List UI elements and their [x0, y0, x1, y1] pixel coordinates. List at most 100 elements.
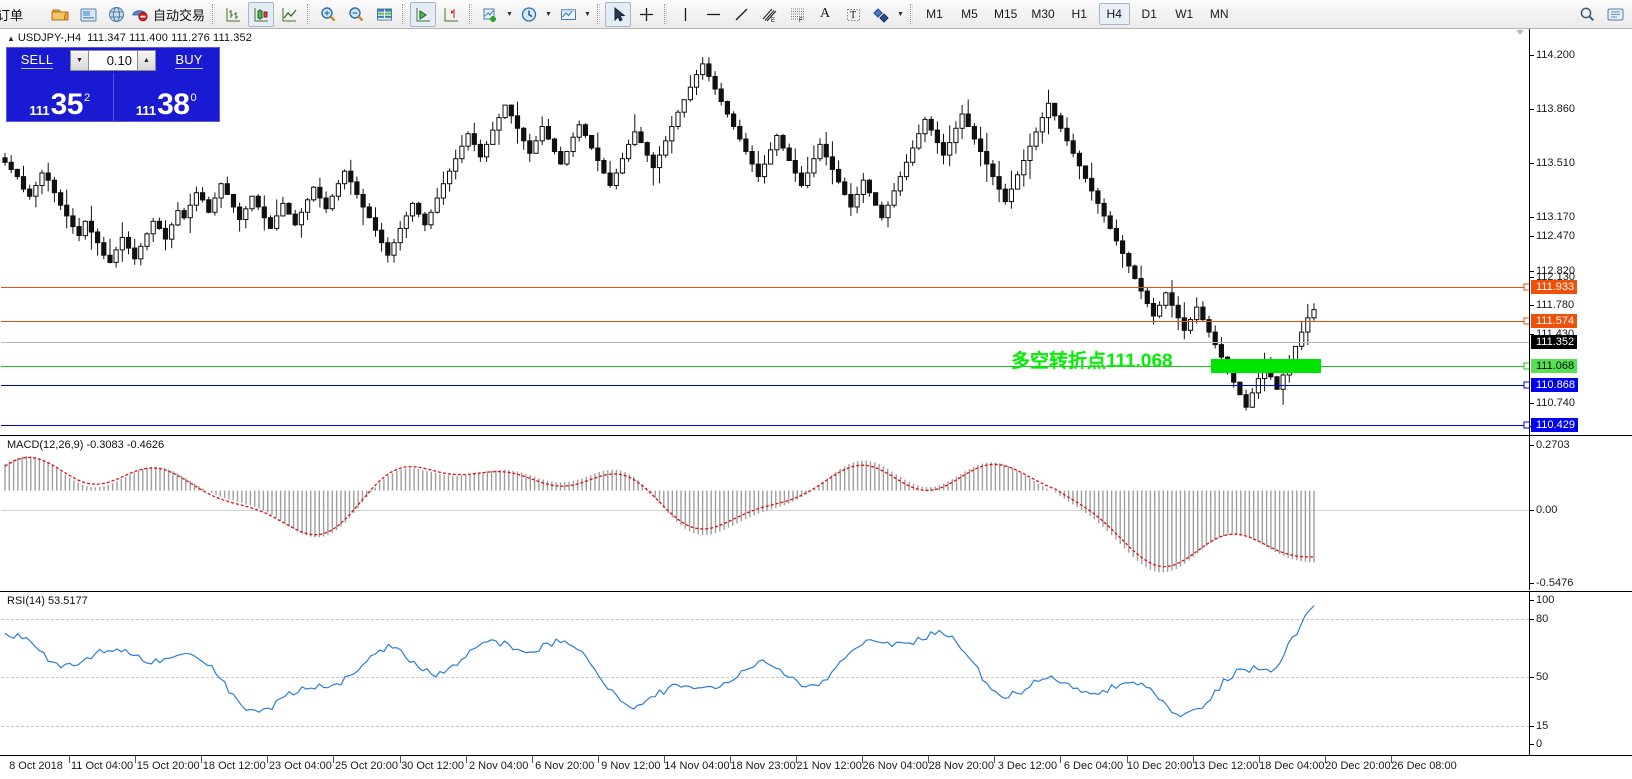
sell-price[interactable]: 111 35 2	[7, 73, 113, 121]
y-tick: 112.820	[1530, 265, 1575, 277]
pivot-line[interactable]	[1, 366, 1529, 367]
support-line-2[interactable]	[1, 425, 1529, 426]
chevron-down-icon[interactable]: ▼	[584, 10, 591, 18]
text-label-icon[interactable]: T	[840, 2, 866, 27]
bar-chart-icon[interactable]	[220, 2, 246, 27]
globe-icon[interactable]	[103, 2, 129, 27]
timeframe-mn[interactable]: MN	[1209, 7, 1229, 21]
x-tick-label: 21 Nov 12:00	[796, 760, 862, 772]
scroll-indicator-icon[interactable]	[1516, 30, 1525, 35]
timeframe-d1[interactable]: D1	[1141, 7, 1157, 21]
support-line-1[interactable]	[1, 385, 1529, 386]
chevron-down-icon[interactable]: ▼	[897, 10, 904, 18]
x-tick-label: 2 Nov 04:00	[468, 760, 529, 772]
chart-shift-icon[interactable]	[438, 2, 464, 27]
volume-stepper[interactable]: ▼ 0.10 ▲	[70, 50, 156, 71]
grid-icon[interactable]	[371, 2, 397, 27]
timeframe-w1[interactable]: W1	[1175, 7, 1194, 21]
buy-button[interactable]: BUY	[159, 48, 219, 73]
chevron-down-icon[interactable]: ▼	[506, 10, 513, 18]
toolbar-separator	[402, 4, 406, 24]
time-axis[interactable]: 8 Oct 2018 11 Oct 04:00 15 Oct 20:00 18 Oct…	[0, 755, 1632, 779]
chevron-down-icon[interactable]: ▼	[545, 10, 552, 18]
y-tick: 0.2703	[1530, 439, 1570, 451]
support-line-1-handle[interactable]	[1523, 381, 1529, 389]
sell-button[interactable]: SELL	[7, 48, 67, 73]
news-icon[interactable]	[75, 2, 101, 27]
resistance-line-2-handle[interactable]	[1523, 317, 1529, 325]
support-2-price-label[interactable]: 110.429	[1531, 418, 1578, 432]
crosshair-icon[interactable]	[633, 2, 659, 27]
volume-decrease-button[interactable]: ▼	[70, 50, 89, 71]
autotrading-label[interactable]: 自动交易	[153, 7, 206, 23]
new-order-button[interactable]: 订单	[0, 2, 45, 27]
trendline-icon[interactable]	[728, 2, 754, 27]
resistance-line-1[interactable]	[1, 287, 1529, 288]
y-tick: 15	[1529, 720, 1549, 732]
chart-area[interactable]: ▲ USDJPY-,H4 111.347 111.400 111.276 111.3…	[0, 29, 1632, 779]
resistance-line-1-handle[interactable]	[1523, 283, 1529, 291]
timeframe-h4[interactable]: H4	[1098, 3, 1130, 25]
toolbar-separator	[664, 4, 668, 24]
one-click-trading-panel[interactable]: SELL ▼ 0.10 ▲ BUY 111 35 2 111 38 0	[6, 47, 220, 122]
timeframe-m30[interactable]: M30	[1031, 7, 1055, 21]
support-1-price-label[interactable]: 110.868	[1531, 378, 1578, 392]
timeframe-m5[interactable]: M5	[961, 7, 978, 21]
x-tick-label: 25 Oct 20:00	[334, 760, 398, 772]
svg-text:E: E	[771, 18, 775, 23]
text-icon[interactable]: A	[819, 6, 831, 21]
vertical-line-icon[interactable]	[672, 2, 698, 27]
macd-plot[interactable]: MACD(12,26,9) -0.3083 -0.4626	[1, 436, 1529, 590]
line-chart-icon[interactable]	[276, 2, 302, 27]
folder-icon[interactable]	[47, 2, 73, 27]
resistance-2-price-label[interactable]: 111.574	[1531, 314, 1578, 328]
volume-increase-button[interactable]: ▲	[137, 50, 156, 71]
rsi-level-50	[1, 677, 1529, 678]
collapse-triangle-icon[interactable]: ▲	[7, 34, 15, 43]
price-plot[interactable]: ▲ USDJPY-,H4 111.347 111.400 111.276 111.3…	[1, 29, 1529, 435]
macd-y-axis[interactable]: 0.2703 0.00 -0.5476	[1529, 436, 1632, 590]
buy-price[interactable]: 111 38 0	[112, 73, 220, 121]
toolbar-separator	[212, 4, 216, 24]
help-icon[interactable]	[1602, 2, 1628, 27]
x-tick-separator	[267, 756, 269, 763]
timeframe-m15[interactable]: M15	[994, 7, 1018, 21]
oct-top-row: SELL ▼ 0.10 ▲ BUY	[7, 48, 219, 73]
resistance-line-2[interactable]	[1, 321, 1529, 322]
rsi-plot[interactable]: RSI(14) 53.5177	[1, 592, 1529, 755]
timeframe-h1[interactable]: H1	[1071, 7, 1087, 21]
pivot-line-handle[interactable]	[1523, 362, 1529, 370]
magnifier-icon[interactable]	[1574, 2, 1600, 27]
y-tick: 100	[1529, 594, 1555, 606]
fibonacci-icon[interactable]: F	[784, 2, 810, 27]
toolbar-separator	[307, 4, 311, 24]
price-pane[interactable]: ▲ USDJPY-,H4 111.347 111.400 111.276 111.3…	[0, 29, 1632, 435]
shapes-icon[interactable]	[868, 2, 894, 27]
macd-label: MACD(12,26,9) -0.3083 -0.4626	[7, 439, 165, 451]
x-tick-separator	[1258, 756, 1260, 763]
rsi-pane[interactable]: RSI(14) 53.5177 100 80 50 15 0	[0, 591, 1632, 755]
timeframe-m1[interactable]: M1	[926, 7, 943, 21]
price-y-axis[interactable]: 114.200 113.860 113.510 113.170 112.820 …	[1529, 29, 1632, 435]
resistance-1-price-label[interactable]: 111.933	[1531, 280, 1578, 294]
macd-pane[interactable]: MACD(12,26,9) -0.3083 -0.4626 0.2703 0.0…	[0, 435, 1632, 590]
arrow-cursor-icon[interactable]	[605, 1, 632, 27]
channel-icon[interactable]: E	[756, 2, 782, 27]
volume-input[interactable]: 0.10	[89, 50, 137, 71]
autotrading-button[interactable]	[131, 2, 149, 27]
candlestick-icon[interactable]	[248, 1, 275, 27]
zoom-in-icon[interactable]	[315, 2, 341, 27]
x-tick-label: 28 Nov 20:00	[928, 760, 995, 772]
pivot-price-label[interactable]: 111.068	[1531, 359, 1578, 373]
template-icon[interactable]	[555, 2, 581, 27]
zoom-out-icon[interactable]	[343, 2, 369, 27]
x-tick-label: 18 Dec 04:00	[1259, 760, 1325, 772]
buy-label: BUY	[175, 52, 203, 69]
auto-scroll-icon[interactable]	[410, 1, 437, 27]
support-line-2-handle[interactable]	[1523, 421, 1529, 429]
horizontal-line-icon[interactable]	[700, 2, 726, 27]
symbol-period-label: USDJPY-,H4	[17, 32, 82, 44]
rsi-y-axis[interactable]: 100 80 50 15 0	[1529, 592, 1632, 755]
clock-icon[interactable]	[516, 2, 542, 27]
add-indicator-icon[interactable]	[477, 2, 503, 27]
